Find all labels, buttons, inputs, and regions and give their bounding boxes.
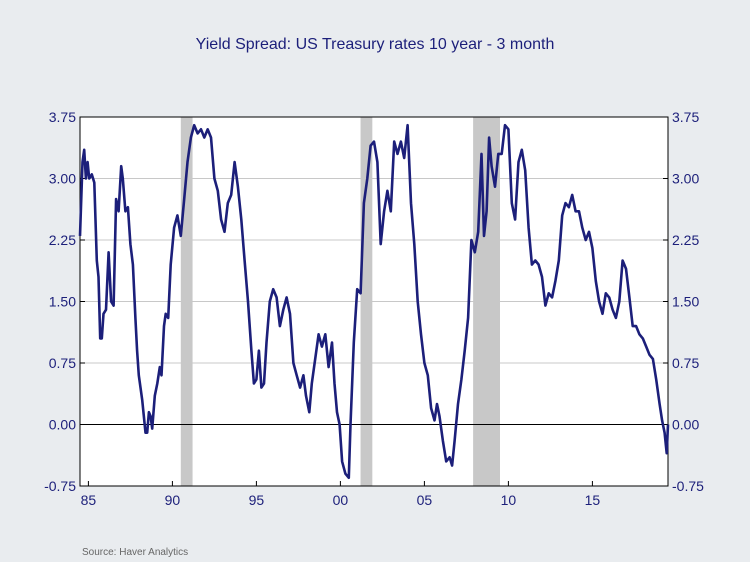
y-tick-label-left: 0.75 — [49, 355, 76, 371]
y-axis-left-ticks: 3.75 3.00 2.25 1.50 0.75 0.00 -0.75 — [44, 109, 85, 494]
y-tick-label-right: 0.00 — [672, 417, 699, 433]
y-axis-right-ticks: 3.75 3.00 2.25 1.50 0.75 0.00 -0.75 — [663, 109, 704, 494]
y-tick-label-left: 1.50 — [49, 294, 76, 310]
chart-title: Yield Spread: US Treasury rates 10 year … — [195, 36, 555, 53]
x-tick-label: 95 — [249, 492, 265, 508]
y-tick-label-right: 3.00 — [672, 171, 699, 187]
x-tick-label: 10 — [501, 492, 517, 508]
y-tick-label-right: 1.50 — [672, 294, 699, 310]
x-tick-label: 85 — [81, 492, 97, 508]
gridlines — [80, 178, 668, 425]
series-line — [78, 123, 670, 480]
x-tick-label: 00 — [333, 492, 349, 508]
y-tick-label-left: 3.75 — [49, 109, 76, 125]
x-axis-ticks: 85 90 95 00 05 10 15 — [81, 481, 601, 508]
y-tick-label-left: 2.25 — [49, 232, 76, 248]
x-tick-label: 05 — [417, 492, 433, 508]
y-tick-label-right: -0.75 — [672, 478, 704, 494]
y-tick-label-right: 2.25 — [672, 232, 699, 248]
series-layer — [78, 123, 670, 480]
y-tick-label-right: 0.75 — [672, 355, 699, 371]
x-tick-label: 90 — [165, 492, 181, 508]
y-tick-label-left: 0.00 — [49, 417, 76, 433]
x-tick-label: 15 — [585, 492, 601, 508]
y-tick-label-right: 3.75 — [672, 109, 699, 125]
y-tick-label-left: -0.75 — [44, 478, 76, 494]
source-note: Source: Haver Analytics — [82, 547, 189, 558]
y-tick-label-left: 3.00 — [49, 171, 76, 187]
